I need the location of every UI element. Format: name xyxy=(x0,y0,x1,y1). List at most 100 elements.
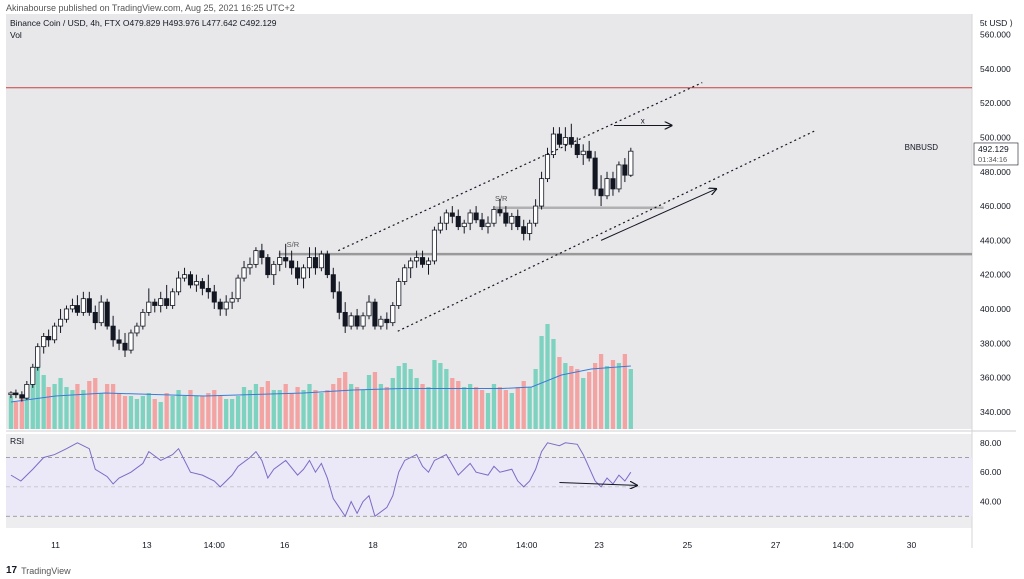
volume-bar xyxy=(581,378,586,429)
candle-body xyxy=(8,392,14,396)
candle-body xyxy=(544,154,551,180)
candle-body xyxy=(485,222,491,228)
candle-body xyxy=(336,291,342,313)
candle-body xyxy=(556,133,562,145)
candle-body xyxy=(616,164,622,190)
candle-body xyxy=(562,137,568,145)
price-badge-box xyxy=(973,142,1019,166)
candle-body xyxy=(527,222,533,234)
x-tick-label: 11 xyxy=(51,540,60,550)
candle-body xyxy=(550,133,557,156)
volume-bar xyxy=(348,384,354,429)
volume-bar xyxy=(241,387,247,429)
candle-body xyxy=(110,325,116,341)
footer-brand[interactable]: TradingView xyxy=(21,565,71,576)
candle-body xyxy=(348,315,354,327)
candle-body xyxy=(158,298,164,306)
volume-bar xyxy=(563,363,568,429)
candle-body xyxy=(24,384,30,399)
candle-body xyxy=(568,137,574,145)
candle-body xyxy=(128,332,134,351)
price-tick-label: 480.000 xyxy=(980,167,1011,177)
volume-bar xyxy=(87,381,92,429)
candle-body xyxy=(35,346,41,368)
price-tick-label: 540.000 xyxy=(980,64,1011,74)
candle-body xyxy=(176,277,182,293)
volume-bar xyxy=(521,381,526,429)
candle-body xyxy=(187,274,194,286)
candle-body xyxy=(46,335,52,341)
candle-body xyxy=(13,392,19,396)
tradingview-logo-icon[interactable]: 17 xyxy=(6,565,18,576)
volume-bar xyxy=(75,384,80,429)
volume-bar xyxy=(182,396,187,429)
volume-bar xyxy=(41,375,46,429)
price-tick-label: 440.000 xyxy=(980,235,1011,245)
volume-bar xyxy=(331,384,336,429)
volume-bar xyxy=(426,387,431,429)
candle-body xyxy=(473,212,479,221)
candle-body xyxy=(193,281,199,286)
volume-bar xyxy=(408,369,413,429)
candle-body xyxy=(134,325,140,334)
volume-bar xyxy=(30,378,35,429)
chart[interactable]: Binance Coin / USD, 4h, FTX O479.829 H49… xyxy=(0,14,1024,562)
candle-body xyxy=(479,219,485,228)
volume-bar xyxy=(551,339,556,429)
volume-bar xyxy=(188,390,193,429)
volume-bar xyxy=(122,396,128,429)
volume-bar xyxy=(533,369,538,429)
volume-bar xyxy=(116,393,122,429)
volume-bar xyxy=(616,363,622,429)
volume-bar xyxy=(307,384,312,429)
channel-upper-line xyxy=(337,82,703,252)
volume-bar xyxy=(128,396,134,429)
candle-body xyxy=(425,260,432,265)
candle-body xyxy=(300,267,307,279)
x-tick-label: 13 xyxy=(142,540,152,550)
candle-body xyxy=(223,301,229,310)
volume-bar xyxy=(253,384,259,429)
volume-bar xyxy=(152,399,157,429)
volume-bar xyxy=(444,369,449,429)
volume-bar xyxy=(265,381,270,429)
volume-bar xyxy=(438,363,443,429)
candle-body xyxy=(604,178,610,197)
candle-body xyxy=(152,301,158,306)
candle-body xyxy=(360,315,366,327)
candle-body xyxy=(259,250,265,258)
volume-bar xyxy=(229,399,235,429)
volume-bar xyxy=(378,384,384,429)
volume-bar xyxy=(110,384,116,429)
candle-body xyxy=(229,298,235,303)
volume-bar xyxy=(170,396,175,429)
x-tick-label: 18 xyxy=(368,540,378,550)
volume-bar xyxy=(343,372,348,429)
volume-bar xyxy=(485,393,491,429)
volume-bar xyxy=(140,396,146,429)
candle-body xyxy=(431,229,437,262)
sr-label: S/R xyxy=(495,194,508,203)
volume-bar xyxy=(99,393,104,429)
volume-bar xyxy=(158,402,163,429)
volume-legend: Vol xyxy=(10,30,22,40)
candle-body xyxy=(330,274,336,293)
candle-body xyxy=(211,291,217,303)
volume-bar xyxy=(301,390,306,429)
volume-bar xyxy=(212,390,217,429)
candle-body xyxy=(306,257,313,269)
candle-body xyxy=(104,301,110,327)
candle-body xyxy=(503,212,509,224)
volume-bar xyxy=(206,393,211,429)
candle-body xyxy=(491,209,497,224)
candle-body xyxy=(247,263,253,269)
volume-bar xyxy=(384,387,389,429)
price-tick-label: 340.000 xyxy=(980,407,1011,417)
candle-body xyxy=(366,301,372,317)
candle-body xyxy=(217,301,223,310)
volume-bar xyxy=(503,390,509,429)
candle-body xyxy=(289,260,295,269)
volume-bar xyxy=(224,399,229,429)
candle-body xyxy=(533,205,539,224)
candle-body xyxy=(241,267,247,279)
